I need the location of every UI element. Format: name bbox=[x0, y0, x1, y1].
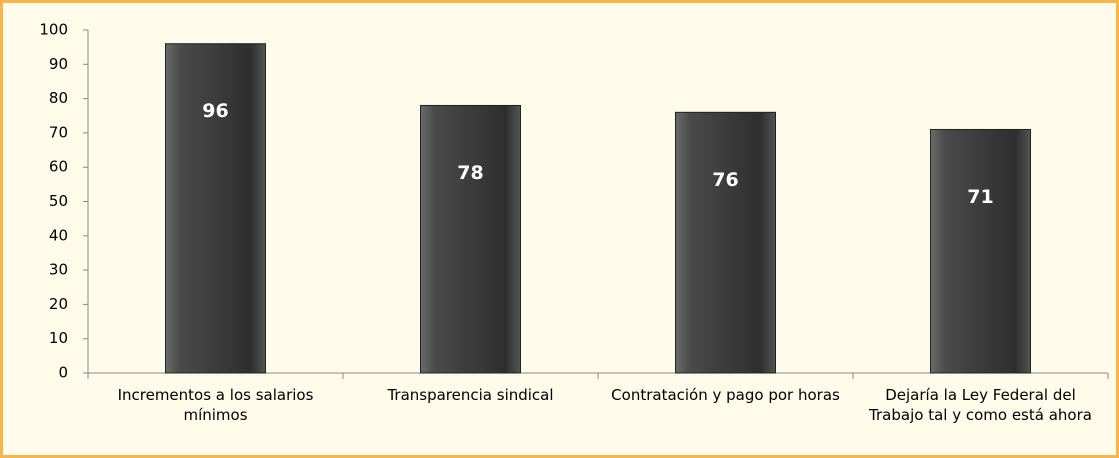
value-label: 78 bbox=[457, 162, 483, 184]
bar bbox=[165, 43, 266, 374]
chart-svg: 0 10 20 30 40 50 60 70 80 90 100 96 78 76 71 bbox=[39, 21, 1109, 382]
y-tick-label: 60 bbox=[49, 158, 68, 176]
y-tick-label: 100 bbox=[39, 21, 68, 39]
bar bbox=[420, 104, 521, 374]
y-tick-label: 90 bbox=[49, 55, 68, 73]
y-tick-label: 80 bbox=[49, 89, 68, 107]
y-tick-label: 0 bbox=[58, 364, 68, 382]
x-tick-label: Contratación y pago por horas bbox=[611, 386, 840, 404]
value-label: 96 bbox=[202, 100, 228, 122]
bar bbox=[675, 111, 776, 374]
bar bbox=[930, 128, 1031, 374]
x-tick-label: Incrementos a los salarios mínimos bbox=[117, 386, 314, 424]
x-tick-label: Dejaría la Ley Federal del Trabajo tal y… bbox=[869, 386, 1092, 424]
value-label: 71 bbox=[967, 186, 993, 208]
y-tick-label: 10 bbox=[49, 329, 68, 347]
y-tick-label: 40 bbox=[49, 226, 68, 244]
y-tick-label: 70 bbox=[49, 123, 68, 141]
y-tick-label: 20 bbox=[49, 295, 68, 313]
value-label: 76 bbox=[712, 169, 738, 191]
y-tick-label: 30 bbox=[49, 261, 68, 279]
y-tick-label: 50 bbox=[49, 192, 68, 210]
x-tick-label: Transparencia sindical bbox=[387, 386, 554, 404]
